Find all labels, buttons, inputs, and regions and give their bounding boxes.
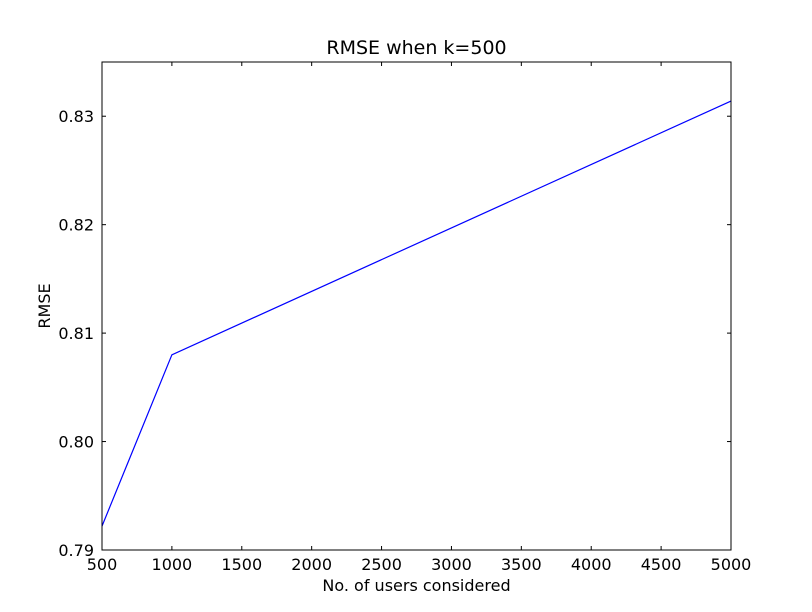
chart-title: RMSE when k=500 — [326, 37, 506, 59]
x-axis-label: No. of users considered — [322, 576, 510, 595]
y-tick-label: 0.79 — [58, 541, 94, 560]
x-tick-label: 3000 — [431, 555, 472, 574]
x-tick-label: 5000 — [711, 555, 752, 574]
y-tick-label: 0.82 — [58, 216, 94, 235]
x-tick-label: 500 — [87, 555, 118, 574]
x-tick-label: 1000 — [152, 555, 193, 574]
plot-area — [102, 62, 731, 550]
plot-frame — [101, 61, 732, 551]
x-tick-label: 2500 — [361, 555, 402, 574]
y-tick-label: 0.83 — [58, 107, 94, 126]
series-layer — [101, 100, 732, 527]
axes — [102, 62, 731, 550]
series-line-0 — [101, 100, 732, 527]
x-tick-label: 2000 — [291, 555, 332, 574]
tick-layer: 500 1000 1500 2000 2500 3000 3500 4000 4500 5000 0… — [58, 62, 751, 574]
x-tick-label: 4500 — [641, 555, 682, 574]
x-tick-label: 1500 — [221, 555, 262, 574]
y-tick-label: 0.80 — [58, 433, 94, 452]
x-tick-label: 3500 — [501, 555, 542, 574]
y-tick-label: 0.81 — [58, 324, 94, 343]
axes-frame — [101, 61, 732, 551]
x-tick-label: 4000 — [571, 555, 612, 574]
y-axis-label: RMSE — [35, 283, 54, 328]
